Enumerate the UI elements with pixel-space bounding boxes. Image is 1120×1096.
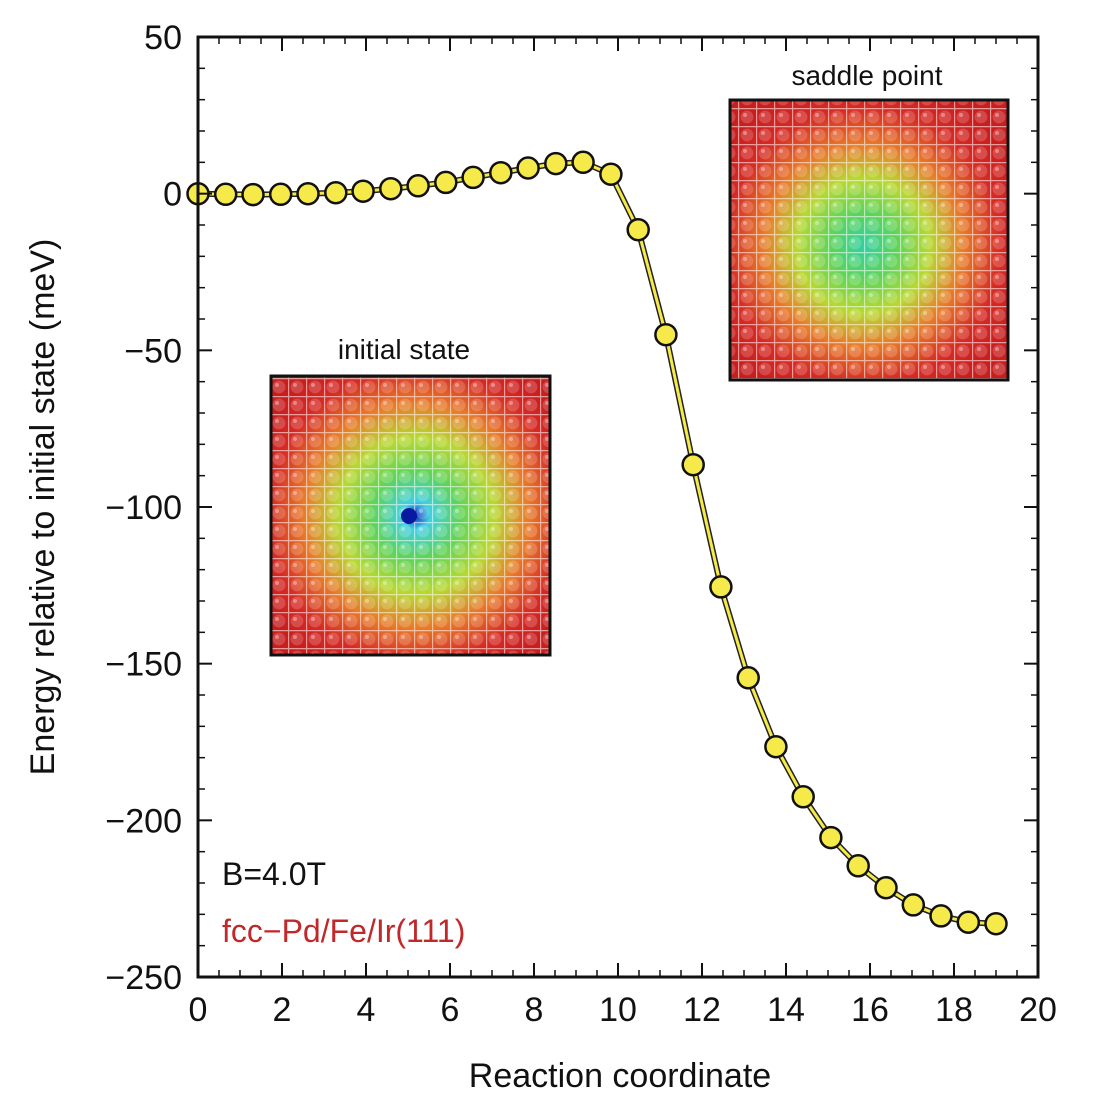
data-point <box>984 911 1008 936</box>
y-tick-label: −100 <box>105 489 182 527</box>
data-point <box>434 170 458 195</box>
data-point <box>461 165 485 190</box>
data-point <box>406 174 430 198</box>
x-tick-label: 12 <box>683 991 721 1029</box>
data-point <box>324 180 348 205</box>
data-point <box>379 176 403 201</box>
data-point <box>351 179 375 203</box>
data-point <box>626 217 650 242</box>
y-tick-label: −250 <box>105 959 182 997</box>
data-point <box>846 854 870 878</box>
x-tick-label: 2 <box>273 991 292 1029</box>
inset-initial-state: initial state <box>269 334 552 657</box>
y-tick-label: 50 <box>144 19 182 57</box>
x-tick-label: 18 <box>935 991 973 1029</box>
data-point <box>929 904 953 928</box>
y-tick-label: −50 <box>124 332 182 370</box>
data-point <box>599 162 623 186</box>
inset-initial-label: initial state <box>338 334 470 365</box>
data-point <box>819 825 843 850</box>
x-tick-label: 6 <box>441 991 460 1029</box>
data-point <box>709 575 733 599</box>
x-tick-label: 16 <box>851 991 889 1029</box>
data-point <box>654 322 678 347</box>
data-point <box>571 150 595 175</box>
data-point <box>791 785 815 809</box>
data-point <box>764 734 788 759</box>
y-axis-title: Energy relative to initial state (meV) <box>24 239 62 776</box>
data-point <box>241 182 265 207</box>
data-point <box>874 875 898 900</box>
y-tick-label: 0 <box>163 176 182 214</box>
inset-saddle-point: saddle point <box>728 60 1010 382</box>
data-point <box>489 160 513 185</box>
data-point <box>544 151 568 176</box>
tick-layer: 0 2 4 6 8 10 12 14 16 18 20 50 0 −50 −100 −150 −200 −250 <box>105 19 1057 1029</box>
data-point <box>956 910 981 934</box>
x-tick-label: 8 <box>525 991 544 1029</box>
x-tick-label: 14 <box>767 991 805 1029</box>
data-point <box>296 181 320 206</box>
x-axis-title: Reaction coordinate <box>469 1057 771 1095</box>
data-point <box>516 156 540 180</box>
x-tick-label: 10 <box>599 991 637 1029</box>
y-tick-label: −200 <box>105 802 182 840</box>
material-annotation: fcc−Pd/Fe/Ir(111) <box>222 913 465 949</box>
data-point <box>901 893 926 917</box>
data-point <box>213 182 238 207</box>
inset-saddle-label: saddle point <box>791 60 942 91</box>
data-point <box>681 452 705 477</box>
data-point <box>736 666 760 690</box>
x-tick-label: 0 <box>189 991 208 1029</box>
x-tick-label: 20 <box>1019 991 1057 1029</box>
x-tick-label: 4 <box>357 991 376 1029</box>
data-point <box>268 182 293 207</box>
skyrmion-core <box>401 508 417 524</box>
series-layer <box>186 150 1008 936</box>
y-tick-label: −150 <box>105 646 182 684</box>
field-annotation: B=4.0T <box>222 856 326 892</box>
